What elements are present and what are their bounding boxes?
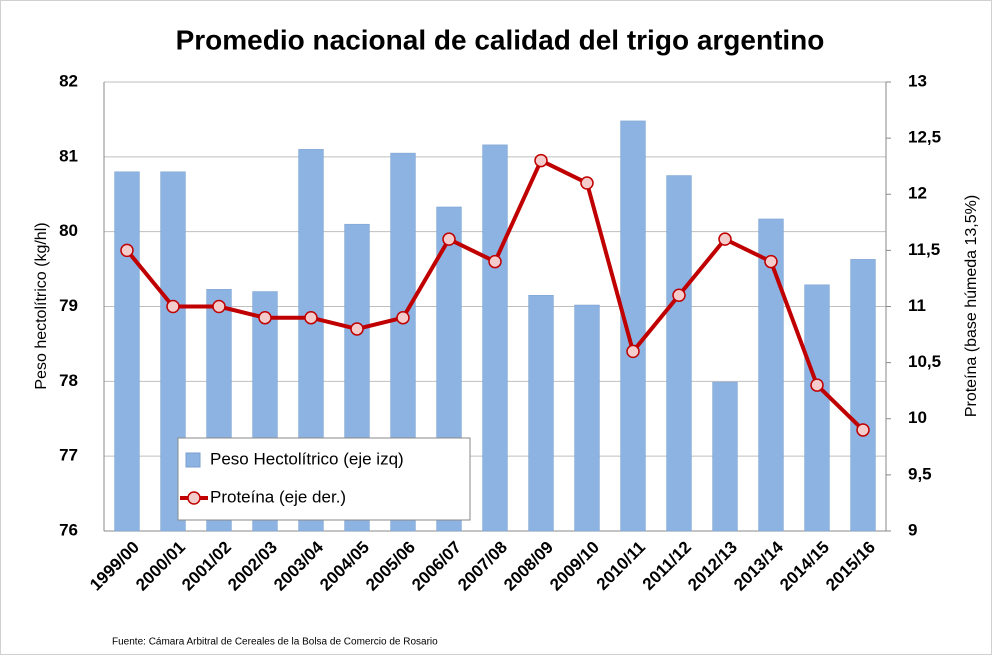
y-tick-label: 80: [59, 221, 78, 240]
marker: [626, 344, 640, 359]
marker: [488, 254, 502, 269]
y2-tick-label: 11: [908, 296, 926, 315]
marker: [810, 378, 824, 392]
marker: [166, 299, 180, 314]
legend-label: Proteína (eje der.): [210, 487, 346, 506]
y2-tick-label: 12,5: [908, 128, 941, 147]
y2-tick-label: 10,5: [908, 352, 941, 371]
chart-title: Promedio nacional de calidad del trigo a…: [176, 24, 825, 55]
marker: [672, 288, 686, 303]
bar: [114, 171, 140, 532]
y-tick-label: 81: [59, 146, 78, 165]
bar: [574, 304, 600, 532]
y2-tick-label: 9: [908, 520, 917, 539]
marker: [764, 254, 778, 269]
bar: [528, 295, 554, 532]
y2-axis-label: Proteína (base húmeda 13,5%): [963, 195, 980, 417]
y-tick-label: 79: [59, 296, 78, 315]
bar: [758, 218, 784, 532]
bar: [482, 144, 508, 532]
marker: [396, 310, 410, 325]
y2-tick-label: 12: [908, 184, 927, 203]
marker: [120, 243, 134, 258]
bar: [850, 259, 876, 532]
legend-swatch: [185, 452, 201, 468]
y2-tick-label: 11,5: [908, 240, 940, 259]
y2-tick-label: 10: [908, 408, 927, 427]
bar: [804, 284, 830, 532]
marker: [442, 232, 456, 246]
y-axis-label: Peso hectolítrico (kg/hl): [33, 222, 50, 389]
legend-marker: [187, 491, 201, 505]
marker: [580, 176, 594, 190]
legend-box: [177, 437, 471, 521]
y-tick-label: 76: [59, 520, 78, 539]
marker: [534, 153, 548, 168]
y2-tick-label: 9,5: [908, 464, 932, 483]
marker: [258, 310, 272, 325]
y2-tick-label: 13: [908, 71, 927, 90]
bar: [712, 381, 738, 532]
legend-label: Peso Hectolítrico (eje izq): [210, 449, 404, 468]
marker: [212, 299, 226, 314]
bar: [666, 175, 692, 532]
y-tick-label: 77: [59, 446, 78, 465]
marker: [304, 310, 318, 325]
marker: [350, 322, 364, 336]
marker: [718, 232, 732, 246]
y-tick-label: 78: [59, 371, 78, 390]
y-tick-label: 82: [59, 71, 78, 90]
marker: [856, 423, 870, 437]
source-note: Fuente: Cámara Arbitral de Cereales de l…: [112, 637, 438, 648]
